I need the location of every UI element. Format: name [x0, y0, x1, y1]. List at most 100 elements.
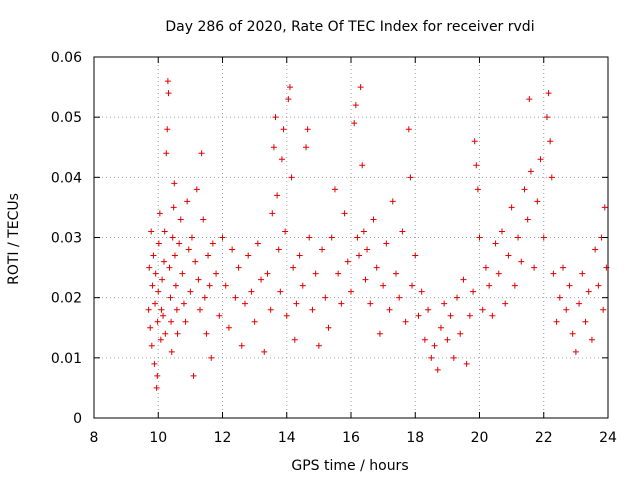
data-point: [269, 210, 276, 217]
data-point: [454, 294, 461, 301]
data-point: [357, 84, 364, 91]
data-point: [560, 264, 567, 271]
data-point: [418, 288, 425, 295]
chart-title: Day 286 of 2020, Rate Of TEC Index for r…: [165, 19, 534, 35]
data-point: [495, 270, 502, 277]
data-point: [312, 270, 319, 277]
data-point: [367, 300, 374, 307]
data-point: [165, 90, 172, 97]
data-point: [463, 360, 470, 367]
data-point: [335, 270, 342, 277]
data-point: [331, 186, 338, 193]
data-point: [502, 300, 509, 307]
data-point: [197, 306, 204, 313]
data-point: [474, 186, 481, 193]
data-point: [241, 300, 248, 307]
data-point: [319, 246, 326, 253]
data-point: [150, 252, 157, 259]
data-point: [548, 174, 555, 181]
data-point: [396, 294, 403, 301]
data-point: [156, 210, 163, 217]
data-point: [270, 144, 277, 151]
data-point: [576, 300, 583, 307]
data-point: [431, 342, 438, 349]
data-point: [409, 282, 416, 289]
data-point: [208, 354, 215, 361]
data-point: [303, 144, 310, 151]
data-point: [492, 240, 499, 247]
x-tick-label: 14: [278, 430, 296, 446]
data-point: [149, 282, 156, 289]
data-point: [261, 348, 268, 355]
data-point: [205, 252, 212, 259]
data-point: [213, 270, 220, 277]
data-point: [505, 252, 512, 259]
data-point: [511, 282, 518, 289]
data-point: [286, 84, 293, 91]
data-point: [285, 96, 292, 103]
data-point: [531, 264, 538, 271]
data-point: [425, 306, 432, 313]
data-point: [399, 228, 406, 235]
data-points: [145, 78, 610, 391]
data-point: [171, 252, 178, 259]
data-point: [585, 288, 592, 295]
data-point: [206, 282, 213, 289]
data-point: [479, 306, 486, 313]
data-point: [556, 294, 563, 301]
data-point: [354, 234, 361, 241]
data-point: [306, 234, 313, 241]
data-point: [173, 306, 180, 313]
data-point: [364, 246, 371, 253]
data-point: [209, 240, 216, 247]
data-point: [163, 150, 170, 157]
data-point: [457, 330, 464, 337]
data-point: [198, 150, 205, 157]
data-point: [167, 294, 174, 301]
data-point: [545, 90, 552, 97]
data-point: [148, 228, 155, 235]
data-point: [152, 270, 159, 277]
data-point: [201, 294, 208, 301]
x-tick-label: 22: [535, 430, 553, 446]
data-point: [248, 288, 255, 295]
data-point: [219, 234, 226, 241]
data-point: [177, 216, 184, 223]
data-point: [588, 336, 595, 343]
data-point: [526, 96, 533, 103]
data-point: [154, 372, 161, 379]
data-point: [376, 330, 383, 337]
data-point: [466, 312, 473, 319]
data-point: [280, 126, 287, 133]
data-point: [166, 264, 173, 271]
data-point: [293, 300, 300, 307]
x-tick-label: 10: [149, 430, 167, 446]
data-point: [232, 294, 239, 301]
data-point: [380, 282, 387, 289]
data-point: [162, 330, 169, 337]
data-point: [592, 246, 599, 253]
data-point: [540, 234, 547, 241]
data-point: [304, 126, 311, 133]
data-point: [550, 270, 557, 277]
data-point: [476, 234, 483, 241]
data-point: [160, 312, 167, 319]
data-point: [225, 324, 232, 331]
data-point: [148, 342, 155, 349]
data-point: [537, 156, 544, 163]
data-point: [489, 312, 496, 319]
data-point: [450, 354, 457, 361]
data-point: [447, 312, 454, 319]
data-point: [351, 120, 358, 127]
data-point: [188, 234, 195, 241]
data-point: [566, 282, 573, 289]
data-point: [203, 330, 210, 337]
data-point: [176, 240, 183, 247]
data-point: [434, 366, 441, 373]
data-point: [518, 258, 525, 265]
data-point: [164, 126, 171, 133]
data-point: [370, 216, 377, 223]
data-point: [290, 264, 297, 271]
data-point: [216, 312, 223, 319]
